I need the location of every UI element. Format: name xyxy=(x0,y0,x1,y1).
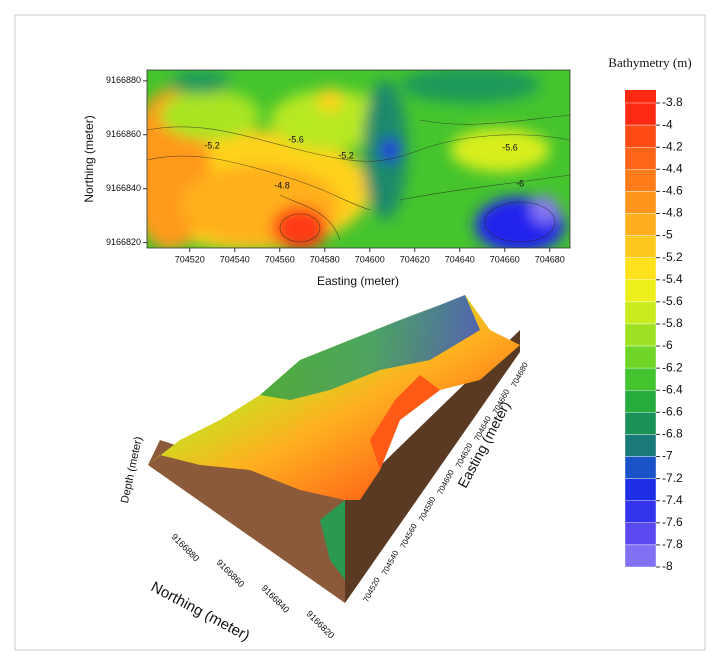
z-axis-label: Depth (meter) xyxy=(119,436,145,505)
colorbar-band xyxy=(624,124,657,148)
colorbar-label: -5 xyxy=(662,228,673,242)
colorbar-label: -6.6 xyxy=(662,405,683,419)
colorbar-label: -4.8 xyxy=(662,206,683,220)
contour-label: -6 xyxy=(516,178,524,188)
colorbar-label: -5.4 xyxy=(662,272,683,286)
colorbar-label: -5.6 xyxy=(662,294,683,308)
colorbar-band xyxy=(624,279,657,303)
x-tick-label-3d: 704680 xyxy=(509,360,530,388)
x-tick-label: 704520 xyxy=(175,254,205,264)
colorbar-label: -7.6 xyxy=(662,515,683,529)
x-tick-label-3d: 704520 xyxy=(361,575,382,603)
contour-label: -5.2 xyxy=(338,150,354,160)
colorbar-label: -7 xyxy=(662,449,673,463)
colorbar-band xyxy=(624,301,657,325)
y-tick-label: 9166880 xyxy=(106,75,141,85)
y-axis-label-3d: Northing (meter) xyxy=(148,578,252,644)
colorbar-label: -6.4 xyxy=(662,382,683,396)
colorbar-label: -7.8 xyxy=(662,537,683,551)
colorbar-label: -5.2 xyxy=(662,250,683,264)
colorbar-label: -7.4 xyxy=(662,493,683,507)
surface-3d xyxy=(148,295,520,603)
x-axis-label: Easting (meter) xyxy=(317,274,399,288)
y-tick-label-3d: 9166880 xyxy=(170,532,202,564)
x-tick-label: 704680 xyxy=(535,254,565,264)
x-tick-label: 704600 xyxy=(355,254,385,264)
y-axis-label: Northing (meter) xyxy=(82,115,96,202)
colorbar-band xyxy=(624,456,657,479)
y-tick-label-3d: 9166840 xyxy=(260,583,292,615)
colorbar-label: -4.2 xyxy=(662,139,683,153)
colorbar-label: -7.2 xyxy=(662,471,683,485)
contour-label: -5.6 xyxy=(288,134,304,144)
y-tick-label-3d: 9166820 xyxy=(305,609,337,641)
contour-label: -4.8 xyxy=(274,180,290,190)
colorbar-label: -4 xyxy=(662,117,673,131)
colorbar-band xyxy=(624,191,657,214)
colorbar-label: -8 xyxy=(662,559,673,573)
colorbar-band xyxy=(624,169,657,192)
colorbar-band xyxy=(624,323,657,347)
colorbar-label: -6.8 xyxy=(662,427,683,441)
colorbar-band xyxy=(624,146,657,170)
colorbar-band xyxy=(624,478,657,501)
x-tick-label: 704540 xyxy=(220,254,250,264)
colorbar-band xyxy=(624,522,657,546)
colorbar-band xyxy=(624,500,657,524)
x-tick-label-3d: 704560 xyxy=(398,522,419,550)
colorbar-band xyxy=(624,367,657,391)
colorbar-band xyxy=(624,102,657,126)
colorbar-band xyxy=(624,257,657,280)
x-tick-label-3d: 704540 xyxy=(380,549,401,577)
colorbar-band xyxy=(624,235,657,258)
colorbar-label: -4.4 xyxy=(662,161,683,175)
x-tick-label-3d: 704600 xyxy=(435,468,456,496)
colorbar-label: -6 xyxy=(662,338,673,352)
y-tick-label: 9166840 xyxy=(106,183,141,193)
colorbar-label: -3.8 xyxy=(662,95,683,109)
colorbar-label: -5.8 xyxy=(662,316,683,330)
colorbar-label: -6.2 xyxy=(662,360,683,374)
colorbar-title: Bathymetry (m) xyxy=(608,55,691,70)
x-tick-label: 704660 xyxy=(490,254,520,264)
x-tick-label: 704560 xyxy=(265,254,295,264)
colorbar-band xyxy=(624,213,657,236)
x-tick-label: 704620 xyxy=(400,254,430,264)
colorbar-band xyxy=(624,412,657,435)
frame xyxy=(14,14,706,651)
colorbar-label: -4.6 xyxy=(662,184,683,198)
contour-field xyxy=(147,70,570,248)
colorbar-band xyxy=(624,390,657,413)
x-tick-label-3d: 704580 xyxy=(417,495,438,523)
x-tick-label: 704580 xyxy=(310,254,340,264)
colorbar-cap xyxy=(625,90,656,103)
y-tick-label: 9166860 xyxy=(106,129,141,139)
y-tick-label-3d: 9166860 xyxy=(215,557,247,589)
colorbar-band xyxy=(624,434,657,457)
x-tick-label: 704640 xyxy=(445,254,475,264)
colorbar-band xyxy=(624,544,657,568)
contour-label: -5.6 xyxy=(502,142,518,152)
y-tick-label: 9166820 xyxy=(106,237,141,247)
contour-label: -5.2 xyxy=(204,140,220,150)
plot-frame xyxy=(146,69,571,249)
colorbar-band xyxy=(624,345,657,369)
